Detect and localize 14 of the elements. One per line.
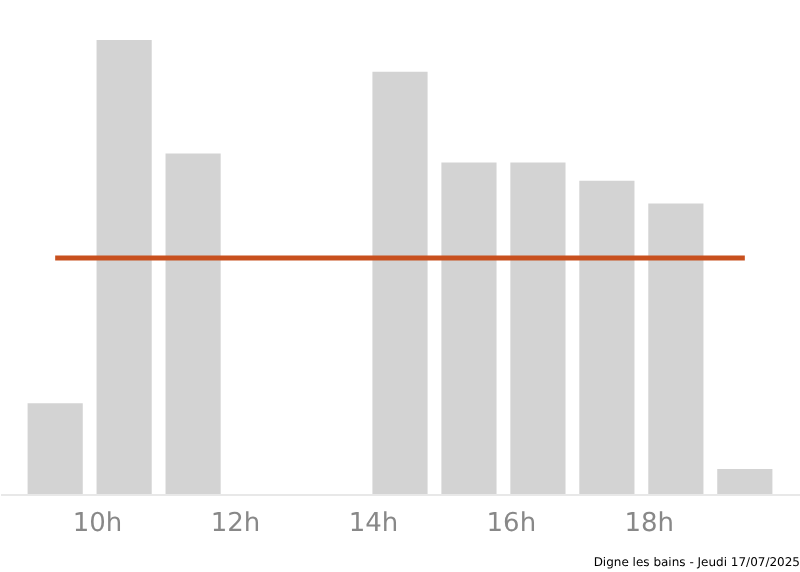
x-tick-label: 18h xyxy=(624,509,675,539)
bar xyxy=(372,71,428,494)
x-tick-label: 14h xyxy=(348,509,399,539)
x-tick-label: 12h xyxy=(210,509,261,539)
bar xyxy=(96,40,152,494)
bar xyxy=(648,203,704,494)
bar xyxy=(27,403,83,494)
bar xyxy=(441,162,497,494)
bar xyxy=(579,180,635,494)
bar xyxy=(717,469,773,494)
x-tick-label: 10h xyxy=(72,509,123,539)
x-tick-label: 16h xyxy=(486,509,537,539)
bar xyxy=(165,153,221,494)
bar xyxy=(510,162,566,494)
